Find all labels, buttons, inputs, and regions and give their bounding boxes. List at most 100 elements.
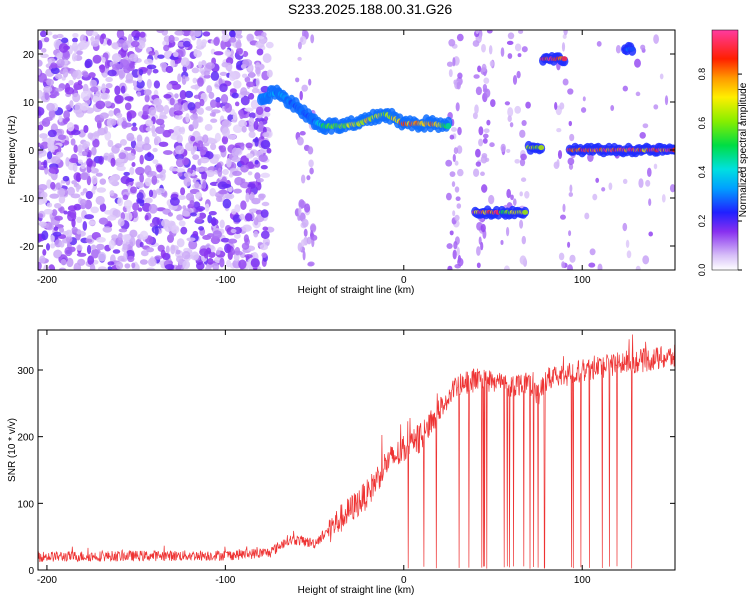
spectrogram-cell xyxy=(209,112,216,117)
spectrogram-cell xyxy=(454,186,460,193)
spectrogram-cell xyxy=(206,233,215,238)
spectrogram-cell xyxy=(56,58,65,67)
spectrogram-cell xyxy=(457,168,464,177)
spectrogram-cell xyxy=(107,261,115,266)
spectrogram-cell xyxy=(238,259,247,270)
spectrogram-cell xyxy=(215,249,221,256)
spectrogram-cell xyxy=(144,177,152,187)
spectrogram-cell xyxy=(136,134,143,143)
spectrogram-cell xyxy=(519,191,523,197)
spectrogram-cell xyxy=(187,102,196,111)
spectrogram-cell xyxy=(214,132,221,142)
spectrogram-cell xyxy=(163,93,172,99)
spectrogram-cell xyxy=(481,63,487,73)
spectrogram-cell xyxy=(152,159,159,165)
spectrogram-cell xyxy=(474,104,479,115)
spectrogram-cell xyxy=(131,126,138,132)
spectrogram-cell xyxy=(55,151,64,158)
spectrogram-cell xyxy=(80,90,91,101)
spectrogram-cell xyxy=(226,134,237,140)
spectrogram-cell xyxy=(174,145,185,155)
spectrogram-cell xyxy=(127,255,135,263)
spectrogram-cell xyxy=(50,234,55,243)
spectrogram-cell xyxy=(480,171,485,177)
spectrogram-cell xyxy=(648,198,652,207)
spectrogram-cell xyxy=(38,39,43,50)
spectrogram-cell xyxy=(92,138,100,148)
spectrogram-cell xyxy=(507,53,513,59)
spectrogram-cell xyxy=(561,261,566,269)
spectrogram-cell xyxy=(455,102,460,112)
spectrogram-cell xyxy=(512,74,518,85)
spectrogram-cell xyxy=(244,254,253,259)
spectrogram-cell xyxy=(449,171,456,177)
colorbar: 0.0 0.2 0.4 0.6 0.8 Normalized spectral ampl… xyxy=(697,29,749,276)
spectrogram-cell xyxy=(194,217,203,224)
spectrogram-cell xyxy=(260,139,271,150)
spectrogram-cell xyxy=(65,235,73,243)
spectrogram-cell xyxy=(123,199,133,209)
spectrogram-cell xyxy=(89,79,97,88)
spectrogram-cell xyxy=(248,71,255,79)
spectrogram-cell xyxy=(514,105,521,114)
spectrogram-cell xyxy=(201,39,208,45)
spectrogram-cell xyxy=(245,192,250,203)
spectrogram-cell xyxy=(231,147,239,158)
spectrogram-cell xyxy=(250,258,260,268)
spectrogram-cell xyxy=(117,197,124,207)
spectrogram-cell xyxy=(240,91,251,96)
spectrogram-cell xyxy=(449,134,455,140)
spectrogram-cell xyxy=(203,70,210,76)
spectrogram-cell xyxy=(297,214,301,221)
spectrogram-cell xyxy=(46,202,53,208)
spectrogram-cell xyxy=(154,174,164,179)
spectrogram-cell xyxy=(44,116,53,122)
spectrogram-cell xyxy=(522,209,529,215)
spectrogram-cell xyxy=(205,106,213,111)
spectrogram-cell xyxy=(169,197,180,206)
spectrogram-cell xyxy=(245,142,253,149)
spectrogram-cell xyxy=(176,238,185,248)
spectrogram-cell xyxy=(233,80,242,89)
spectrogram-cell xyxy=(43,85,53,93)
spectrogram-cell xyxy=(567,157,575,166)
spectrogram-cell xyxy=(198,226,205,231)
spectrogram-cell xyxy=(301,218,309,228)
spectrogram-cell xyxy=(246,33,254,42)
spectrogram-cell xyxy=(130,40,140,48)
spectrogram-cell xyxy=(610,104,615,112)
spectrogram-cell xyxy=(139,199,145,207)
colorbar-tick-label: 0.4 xyxy=(697,166,707,179)
spectrogram-cell xyxy=(569,133,575,142)
spectrogram-xlabel: Height of straight line (km) xyxy=(298,285,415,296)
snr-ticks: -200 -100 0 100 0 100 200 300 xyxy=(17,330,675,586)
spectrogram-cell xyxy=(307,146,314,155)
spectrogram-marks xyxy=(38,30,675,270)
spectrogram-cell xyxy=(232,170,242,177)
spectrogram-cell xyxy=(224,193,235,200)
spectrogram-cell xyxy=(82,220,88,231)
spectrogram-cell xyxy=(123,251,128,260)
spectrogram-cell xyxy=(457,257,464,267)
spectrogram-cell xyxy=(92,95,99,101)
spectrogram-cell xyxy=(197,107,205,115)
spectrogram-cell xyxy=(506,188,512,199)
spectrogram-cell xyxy=(446,61,454,67)
spectrogram-cell xyxy=(260,209,269,218)
spectrogram-cell xyxy=(90,86,99,93)
spectrogram-cell xyxy=(241,242,250,250)
spectrogram-cell xyxy=(482,138,488,144)
spectrogram-cell xyxy=(306,236,312,245)
spectrogram-cell xyxy=(208,211,217,216)
spectrogram-cell xyxy=(297,242,303,252)
spectrogram-cell xyxy=(456,247,460,257)
spectrogram-cell xyxy=(38,184,48,191)
spectrogram-cell xyxy=(478,138,484,147)
spectrogram-cell xyxy=(253,230,259,238)
spectrogram-cell xyxy=(145,127,152,132)
spectrogram-cell xyxy=(95,243,105,251)
spectrogram-cell xyxy=(107,139,114,148)
spectrogram-cell xyxy=(490,99,496,108)
spectrogram-cell xyxy=(241,125,247,133)
spectrogram-cell xyxy=(538,145,545,151)
